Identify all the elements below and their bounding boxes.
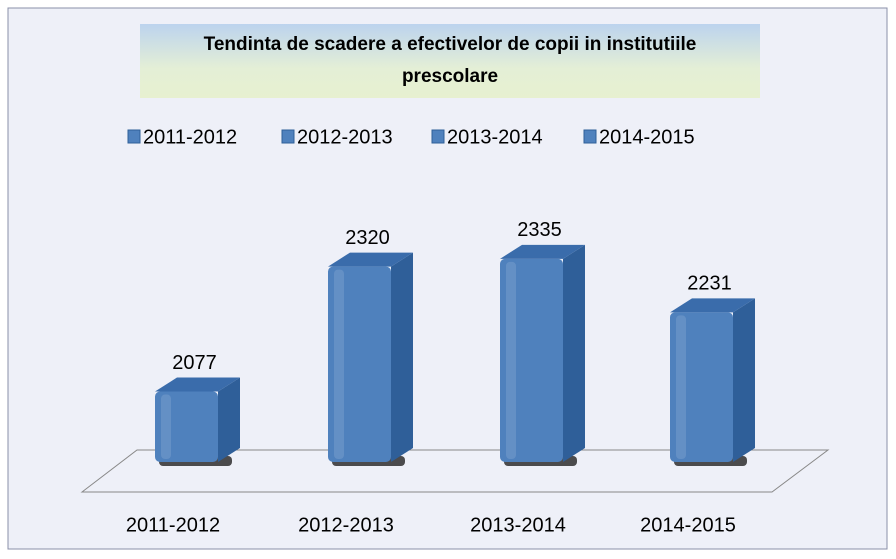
legend-label: 2011-2012 — [143, 126, 237, 148]
bar-top — [155, 377, 240, 392]
floor — [80, 449, 830, 493]
x-tick-label: 2012-2013 — [298, 514, 394, 536]
bar-highlight — [161, 394, 171, 459]
bar-side — [733, 298, 755, 462]
bar — [328, 266, 391, 462]
bar-top — [500, 244, 585, 259]
bar-side — [563, 244, 585, 462]
bar-side — [218, 377, 240, 462]
legend-label: 2012-2013 — [297, 126, 393, 148]
bar-highlight — [506, 261, 516, 459]
legend-swatch — [127, 129, 141, 144]
legend-swatch — [583, 129, 597, 144]
bar-top — [328, 252, 413, 267]
bar-top — [670, 298, 755, 313]
legend-swatch — [431, 129, 445, 144]
legend-label: 2014-2015 — [599, 126, 695, 148]
data-label: 2335 — [517, 219, 562, 241]
bar-side — [391, 252, 413, 462]
legend-label: 2013-2014 — [447, 126, 543, 148]
x-tick-label: 2013-2014 — [470, 514, 566, 536]
bar — [670, 312, 733, 462]
bar-highlight — [676, 315, 686, 459]
data-label: 2320 — [345, 227, 390, 249]
data-label: 2077 — [172, 352, 217, 374]
data-label: 2231 — [687, 273, 732, 295]
bar-highlight — [334, 269, 344, 459]
bar — [155, 391, 218, 462]
legend-swatch — [281, 129, 295, 144]
bar — [500, 258, 563, 462]
x-tick-label: 2014-2015 — [640, 514, 736, 536]
x-tick-label: 2011-2012 — [126, 514, 220, 536]
chart-title: Tendinta de scadere a efectivelor de cop… — [140, 24, 760, 98]
